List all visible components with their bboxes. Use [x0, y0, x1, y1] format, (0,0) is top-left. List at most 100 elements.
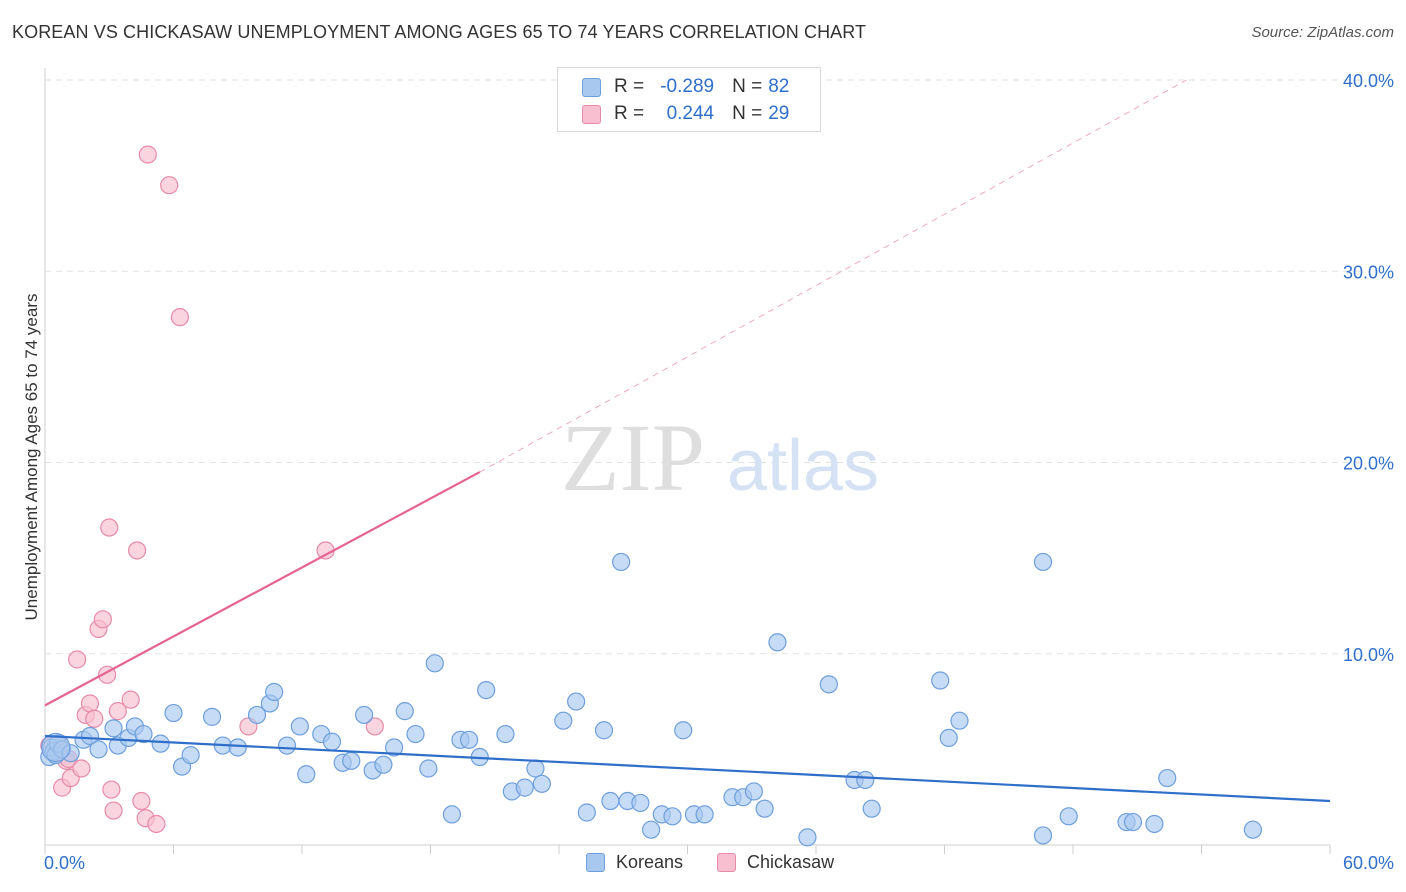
korean-point: [695, 805, 714, 824]
korean-point: [532, 774, 551, 793]
korean-point: [496, 724, 515, 744]
korean-point: [89, 740, 108, 759]
korean-point: [151, 734, 170, 753]
korean-point: [265, 682, 284, 702]
korean-point: [374, 755, 393, 774]
chickasaw-point: [147, 814, 166, 834]
korean-point: [342, 751, 361, 770]
korean-point: [477, 680, 496, 700]
chickasaw-n-label: N =: [732, 103, 763, 124]
series-legend: Koreans Chickasaw: [586, 852, 868, 873]
korean-point: [104, 719, 123, 738]
gridlines: [45, 79, 1365, 655]
chart-title: KOREAN VS CHICKASAW UNEMPLOYMENT AMONG A…: [12, 22, 867, 42]
chickasaw-point: [102, 780, 121, 799]
chickasaw-point: [108, 702, 127, 721]
korean-trend-line: [44, 734, 1331, 803]
korean-point: [554, 711, 573, 730]
chickasaw-point: [127, 541, 147, 560]
trend-lines: [44, 79, 1331, 803]
korean-point: [395, 702, 414, 721]
korean-point: [228, 738, 247, 757]
chickasaw-point: [100, 518, 119, 537]
korean-point: [406, 724, 425, 744]
korean-point: [601, 791, 620, 811]
chickasaw-point: [121, 690, 140, 709]
korean-point: [1033, 552, 1053, 572]
y-axis-title: Unemployment Among Ages 65 to 74 years: [22, 294, 41, 621]
korean-point: [425, 654, 444, 673]
korean-point: [567, 692, 586, 711]
korean-point: [355, 705, 374, 725]
koreans-legend-swatch: [586, 853, 605, 872]
korean-point: [526, 759, 545, 778]
korean-point: [322, 732, 342, 751]
korean-point: [744, 782, 763, 801]
korean-point: [950, 711, 969, 730]
korean-point: [1059, 807, 1078, 826]
chickasaw-point: [160, 176, 179, 195]
korean-point: [459, 730, 479, 749]
y-tick-label: 20.0%: [1343, 454, 1394, 474]
y-tick-label: 30.0%: [1343, 262, 1394, 282]
chickasaw-point: [93, 610, 112, 629]
chickasaw-point: [138, 145, 157, 164]
korean-r-label: R =: [614, 76, 645, 97]
korean-point: [631, 793, 650, 813]
chickasaw-point: [85, 709, 104, 728]
korean-point: [1033, 826, 1053, 845]
korean-point: [612, 552, 631, 572]
chickasaw-trend-line: [44, 471, 481, 707]
chickasaw-r-label: R =: [614, 103, 645, 124]
chickasaw-legend-label: Chickasaw: [747, 852, 835, 872]
korean-point: [931, 671, 950, 690]
watermark-zip: ZIP: [561, 404, 705, 511]
watermark-atlas: atlas: [727, 426, 879, 506]
korean-point: [939, 728, 958, 748]
korean-point: [515, 778, 534, 797]
chickasaw-legend-swatch: [717, 853, 737, 872]
chickasaw-n-value: 29: [768, 103, 790, 124]
korean-point: [419, 759, 438, 778]
chickasaw-point: [68, 650, 87, 669]
x-tick-labels: 0.0% 60.0%: [44, 853, 1394, 873]
korean-point: [134, 724, 153, 744]
korean-point: [674, 721, 693, 740]
y-tick-label: 10.0%: [1343, 645, 1394, 665]
legend-item-koreans: Koreans: [586, 852, 683, 873]
legend-item-chickasaw: Chickasaw: [717, 852, 834, 873]
korean-point: [594, 721, 614, 740]
korean-point: [577, 803, 596, 822]
x-tick-label: 60.0%: [1343, 853, 1394, 873]
chickasaw-point: [72, 759, 91, 778]
y-tick-label: 40.0%: [1343, 71, 1394, 91]
korean-points: [40, 552, 1263, 847]
korean-point: [41, 732, 71, 763]
korean-point: [755, 799, 774, 818]
chickasaw-trend-extension: [479, 79, 1187, 473]
korean-point: [277, 736, 297, 755]
korean-point: [1123, 812, 1143, 832]
watermark: ZIP atlas: [561, 404, 879, 511]
x-tick-label: 0.0%: [44, 853, 85, 873]
korean-point: [247, 705, 267, 725]
korean-n-value: 82: [768, 76, 790, 97]
korean-point: [1243, 820, 1263, 839]
y-tick-labels: 10.0% 20.0% 30.0% 40.0%: [1343, 71, 1394, 665]
korean-point: [164, 703, 183, 723]
korean-point: [384, 738, 404, 757]
korean-point: [202, 707, 222, 726]
axes: [44, 68, 1331, 854]
chickasaw-point: [80, 694, 100, 713]
korean-point: [80, 726, 100, 746]
chickasaw-point: [170, 308, 190, 327]
korean-n-label: N =: [732, 76, 763, 97]
korean-point: [641, 820, 661, 839]
chickasaw-swatch: [582, 104, 601, 124]
chickasaw-point: [365, 717, 384, 736]
korean-point: [768, 633, 787, 652]
korean-point: [290, 717, 309, 736]
legend-row-koreans: R = -0.289 N = 82: [582, 74, 789, 100]
chickasaw-r-value: 0.244: [666, 103, 715, 124]
